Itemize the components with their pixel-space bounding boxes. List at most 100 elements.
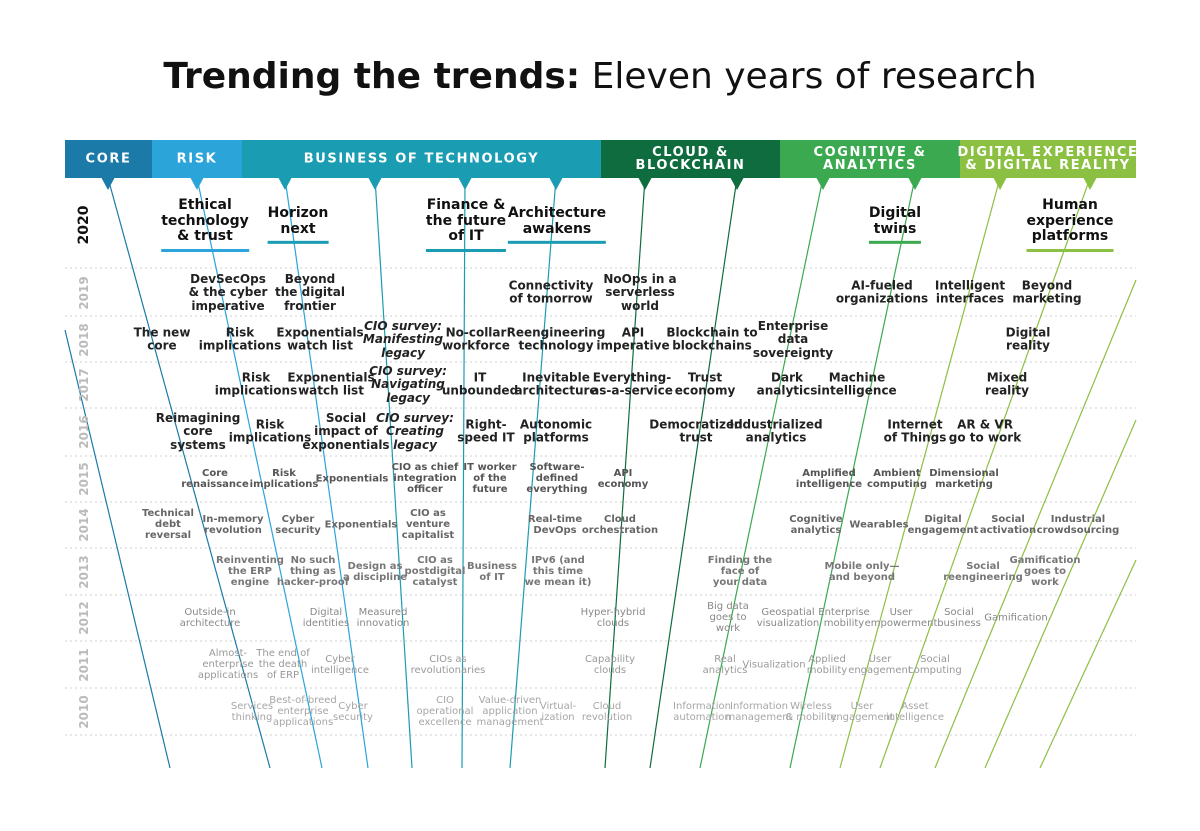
trend-line <box>934 279 1137 769</box>
trend-item: Mixed reality <box>985 370 1029 398</box>
trend-item: Reinventing the ERP engine <box>216 555 284 589</box>
trend-item: The new core <box>133 325 191 353</box>
trend-item: CIO operational excellence <box>416 695 474 729</box>
trend-item: Cloud orchestration <box>581 513 659 536</box>
trend-item: The end of the death of ERP <box>256 648 310 682</box>
trend-item: No-collar workforce <box>442 325 510 353</box>
trend-item: Risk implications <box>249 467 319 490</box>
trend-item: Social business <box>937 606 981 629</box>
title-bold: Trending the trends: <box>163 56 581 97</box>
pointer <box>190 177 204 190</box>
trend-item: Real analytics <box>702 653 748 676</box>
pointer <box>816 177 830 190</box>
trend-item: Big data goes to work <box>707 601 749 635</box>
trend-item: API economy <box>597 467 649 490</box>
trend-item: Digital engagement <box>907 513 979 536</box>
trend-item: Reimagining core systems <box>155 410 241 452</box>
trend-item: Software- defined everything <box>526 462 588 496</box>
trend-item: In-memory revolution <box>202 513 264 536</box>
year-label: 2012 <box>77 601 91 635</box>
trend-item: Digital twins <box>868 205 922 245</box>
category-band <box>65 140 152 178</box>
category-label: BUSINESS OF TECHNOLOGY <box>303 151 540 167</box>
year-label: 2018 <box>77 323 91 357</box>
trend-item: Democratized trust <box>649 417 743 445</box>
trend-item: User engagement <box>848 653 912 676</box>
year-label: 2020 <box>76 205 92 245</box>
category-band <box>242 140 601 178</box>
trend-item: Business of IT <box>467 560 517 583</box>
trend-item: Cyber security <box>333 700 373 723</box>
trend-item: No such thing as hacker-proof <box>276 555 350 589</box>
trend-item: Mobile only— and beyond <box>824 560 900 583</box>
trend-item: Horizon next <box>267 205 329 245</box>
trend-item: Capability clouds <box>584 653 636 676</box>
trend-item: Amplified intelligence <box>795 467 863 490</box>
pointer <box>101 177 115 190</box>
trend-line <box>64 329 171 769</box>
trend-item: CIO survey: Creating legacy <box>376 410 454 452</box>
trend-item: Design as a discipline <box>342 560 408 583</box>
category-label: RISK <box>176 151 218 167</box>
trend-item: Geospatial visualization <box>756 606 820 629</box>
trend-item: Exponentials <box>324 519 398 531</box>
trend-item: Cyber intelligence <box>310 653 370 676</box>
trend-item: CIO as venture capitalist <box>401 508 455 542</box>
trend-item: Beyond the digital frontier <box>275 271 345 313</box>
category-band <box>960 140 1136 178</box>
trend-item: Trust economy <box>674 370 736 398</box>
trend-item: Cloud revolution <box>581 700 633 723</box>
trend-item: Value-driven application management <box>476 695 544 729</box>
pointer <box>278 177 292 190</box>
trend-item: IT worker of the future <box>463 462 517 496</box>
trend-item: Almost- enterprise applications <box>197 648 259 682</box>
trend-item: Measured innovation <box>356 606 410 629</box>
trend-line <box>649 177 738 769</box>
category-band <box>601 140 780 178</box>
category-label: DIGITAL EXPERIENCE & DIGITAL REALITY <box>957 145 1139 173</box>
trend-line <box>879 177 1091 769</box>
year-label: 2019 <box>77 276 91 310</box>
year-label: 2013 <box>77 555 91 589</box>
trend-item: Exponentials watch list <box>287 370 375 398</box>
trend-item: Intelligent interfaces <box>934 278 1006 306</box>
trend-item: Everything- as-a-service <box>591 370 673 398</box>
title-regular: Eleven years of research <box>591 56 1037 97</box>
year-label: 2010 <box>77 695 91 729</box>
trend-item: Architecture awakens <box>507 205 607 245</box>
category-band <box>152 140 242 178</box>
trend-item: Gamification goes to work <box>1009 555 1081 589</box>
category-label: CORE <box>85 151 132 167</box>
trend-line <box>839 177 1001 769</box>
trend-item: Risk implications <box>228 417 312 445</box>
trend-item: Autonomic platforms <box>519 417 593 445</box>
trend-line <box>509 177 557 769</box>
year-label: 2016 <box>77 415 91 449</box>
trend-item: User engagement <box>830 700 894 723</box>
pointer <box>730 177 744 190</box>
trend-item: Social computing <box>908 653 962 676</box>
trend-item: Core renaissance <box>181 467 249 490</box>
year-label: 2014 <box>77 508 91 542</box>
trend-item: Digital reality <box>1005 325 1051 353</box>
pointer <box>908 177 922 190</box>
trend-item: IT unbounded <box>441 370 519 398</box>
trend-item: Risk implications <box>214 370 298 398</box>
trend-item: User empowerment <box>864 606 938 629</box>
title: Trending the trends: Eleven years of res… <box>0 56 1200 97</box>
trend-item: Applied mobility <box>806 653 848 676</box>
trend-item: Information automation <box>673 700 731 723</box>
trend-item: Blockchain to blockchains <box>666 325 758 353</box>
pointer <box>993 177 1007 190</box>
trend-item: Social activation <box>979 513 1037 536</box>
trend-item: CIOs as revolutionaries <box>410 653 486 676</box>
pointer <box>368 177 382 190</box>
trend-line <box>789 177 916 769</box>
trend-item: Enterprise data sovereignty <box>752 318 834 360</box>
trend-item: Asset intelligence <box>885 700 945 723</box>
trend-item: Internet of Things <box>883 417 947 445</box>
trend-line <box>196 177 323 769</box>
trend-item: Enterprise mobility <box>818 606 870 629</box>
trend-item: Ambient computing <box>867 467 927 490</box>
trend-item: Human experience platforms <box>1026 197 1114 253</box>
